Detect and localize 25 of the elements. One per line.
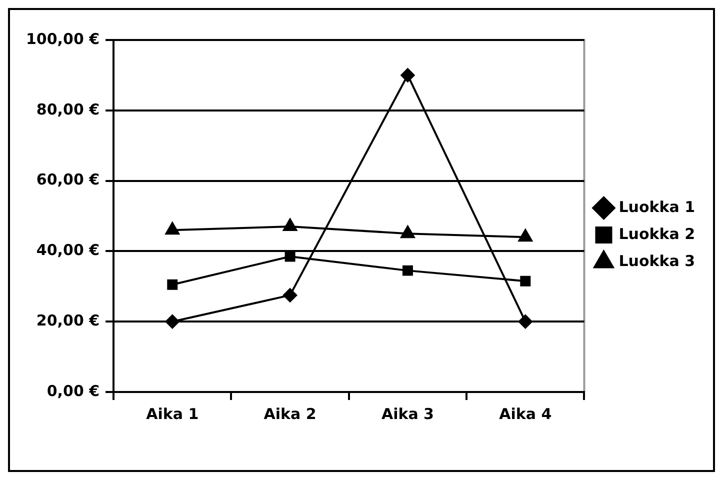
- point: [283, 288, 298, 302]
- point: [167, 279, 178, 290]
- y-tick-label: 20,00 €: [36, 311, 100, 330]
- x-tick-label: Aika 2: [264, 404, 316, 423]
- y-tick-label: 60,00 €: [36, 170, 100, 189]
- legend-label: Luokka 1: [618, 198, 696, 216]
- x-tick-label: Aika 3: [381, 404, 434, 423]
- point: [402, 265, 413, 276]
- y-tick-label: 100,00 €: [26, 30, 100, 48]
- point: [165, 222, 180, 235]
- point: [284, 251, 296, 262]
- point: [400, 226, 415, 238]
- legend-label: Luokka 2: [618, 224, 696, 243]
- point: [518, 314, 532, 329]
- x-tick-label: Aika 1: [146, 404, 199, 423]
- y-tick-label: 80,00 €: [36, 100, 100, 118]
- point: [518, 229, 532, 242]
- point: [520, 276, 531, 286]
- y-tick-label: 0,00 €: [46, 382, 100, 400]
- legend-label: Luokka 3: [618, 252, 696, 270]
- point: [282, 218, 298, 232]
- y-tick-label: 40,00 €: [36, 241, 100, 260]
- point: [400, 68, 415, 82]
- x-tick-label: Aika 4: [499, 404, 552, 423]
- point: [165, 314, 180, 329]
